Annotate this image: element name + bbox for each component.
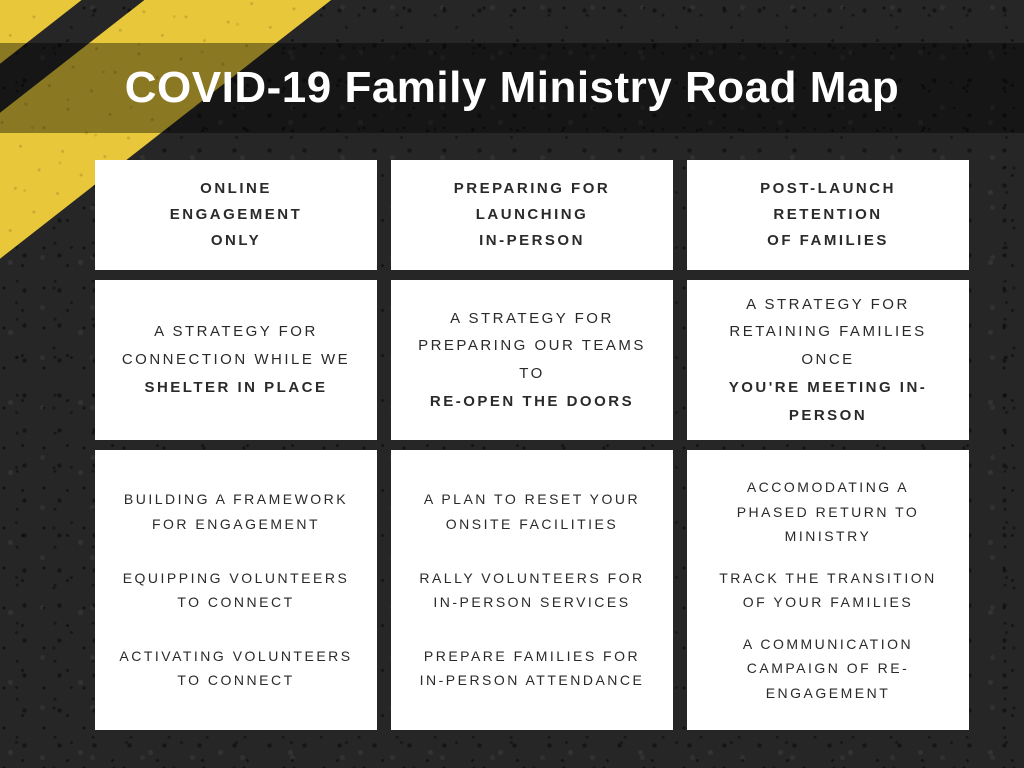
header-line: ONLINE	[200, 176, 272, 202]
strategy-bold: RE-OPEN THE DOORS	[430, 388, 634, 416]
phase-strategy-2: A STRATEGY FOR PREPARING OUR TEAMS TO RE…	[391, 280, 673, 440]
header-line: ENGAGEMENT	[170, 202, 303, 228]
phase-details-3: ACCOMODATING A PHASED RETURN TO MINISTRY…	[687, 450, 969, 730]
header-line: IN-PERSON	[479, 228, 585, 254]
detail-item: TRACK THE TRANSITION OF YOUR FAMILIES	[709, 566, 947, 615]
phase-header-3: POST-LAUNCH RETENTION OF FAMILIES	[687, 160, 969, 270]
detail-item: ACCOMODATING A PHASED RETURN TO MINISTRY	[709, 475, 947, 549]
detail-item: ACTIVATING VOLUNTEERS TO CONNECT	[117, 644, 355, 693]
header-line: PREPARING FOR	[454, 176, 610, 202]
detail-item: BUILDING A FRAMEWORK FOR ENGAGEMENT	[117, 487, 355, 536]
phase-strategy-3: A STRATEGY FOR RETAINING FAMILIES ONCE Y…	[687, 280, 969, 440]
header-line: LAUNCHING	[476, 202, 589, 228]
detail-item: PREPARE FAMILIES FOR IN-PERSON ATTENDANC…	[413, 644, 651, 693]
detail-item: EQUIPPING VOLUNTEERS TO CONNECT	[117, 566, 355, 615]
strategy-pre: A STRATEGY FOR CONNECTION WHILE WE	[117, 318, 355, 374]
strategy-bold: SHELTER IN PLACE	[144, 374, 327, 402]
strategy-pre: A STRATEGY FOR RETAINING FAMILIES ONCE	[709, 291, 947, 374]
roadmap-grid: ONLINE ENGAGEMENT ONLY PREPARING FOR LAU…	[95, 160, 969, 730]
detail-item: RALLY VOLUNTEERS FOR IN-PERSON SERVICES	[413, 566, 651, 615]
phase-header-2: PREPARING FOR LAUNCHING IN-PERSON	[391, 160, 673, 270]
title-band: COVID-19 Family Ministry Road Map	[0, 43, 1024, 133]
detail-item: A PLAN TO RESET YOUR ONSITE FACILITIES	[413, 487, 651, 536]
phase-strategy-1: A STRATEGY FOR CONNECTION WHILE WE SHELT…	[95, 280, 377, 440]
strategy-pre: A STRATEGY FOR PREPARING OUR TEAMS TO	[413, 305, 651, 388]
header-line: ONLY	[211, 228, 261, 254]
detail-item: A COMMUNICATION CAMPAIGN OF RE-ENGAGEMEN…	[709, 632, 947, 706]
strategy-bold: YOU'RE MEETING IN-PERSON	[709, 374, 947, 430]
page-title: COVID-19 Family Ministry Road Map	[125, 63, 899, 113]
phase-header-1: ONLINE ENGAGEMENT ONLY	[95, 160, 377, 270]
phase-details-1: BUILDING A FRAMEWORK FOR ENGAGEMENT EQUI…	[95, 450, 377, 730]
header-line: RETENTION	[773, 202, 882, 228]
header-line: POST-LAUNCH	[760, 176, 896, 202]
header-line: OF FAMILIES	[767, 228, 889, 254]
phase-details-2: A PLAN TO RESET YOUR ONSITE FACILITIES R…	[391, 450, 673, 730]
